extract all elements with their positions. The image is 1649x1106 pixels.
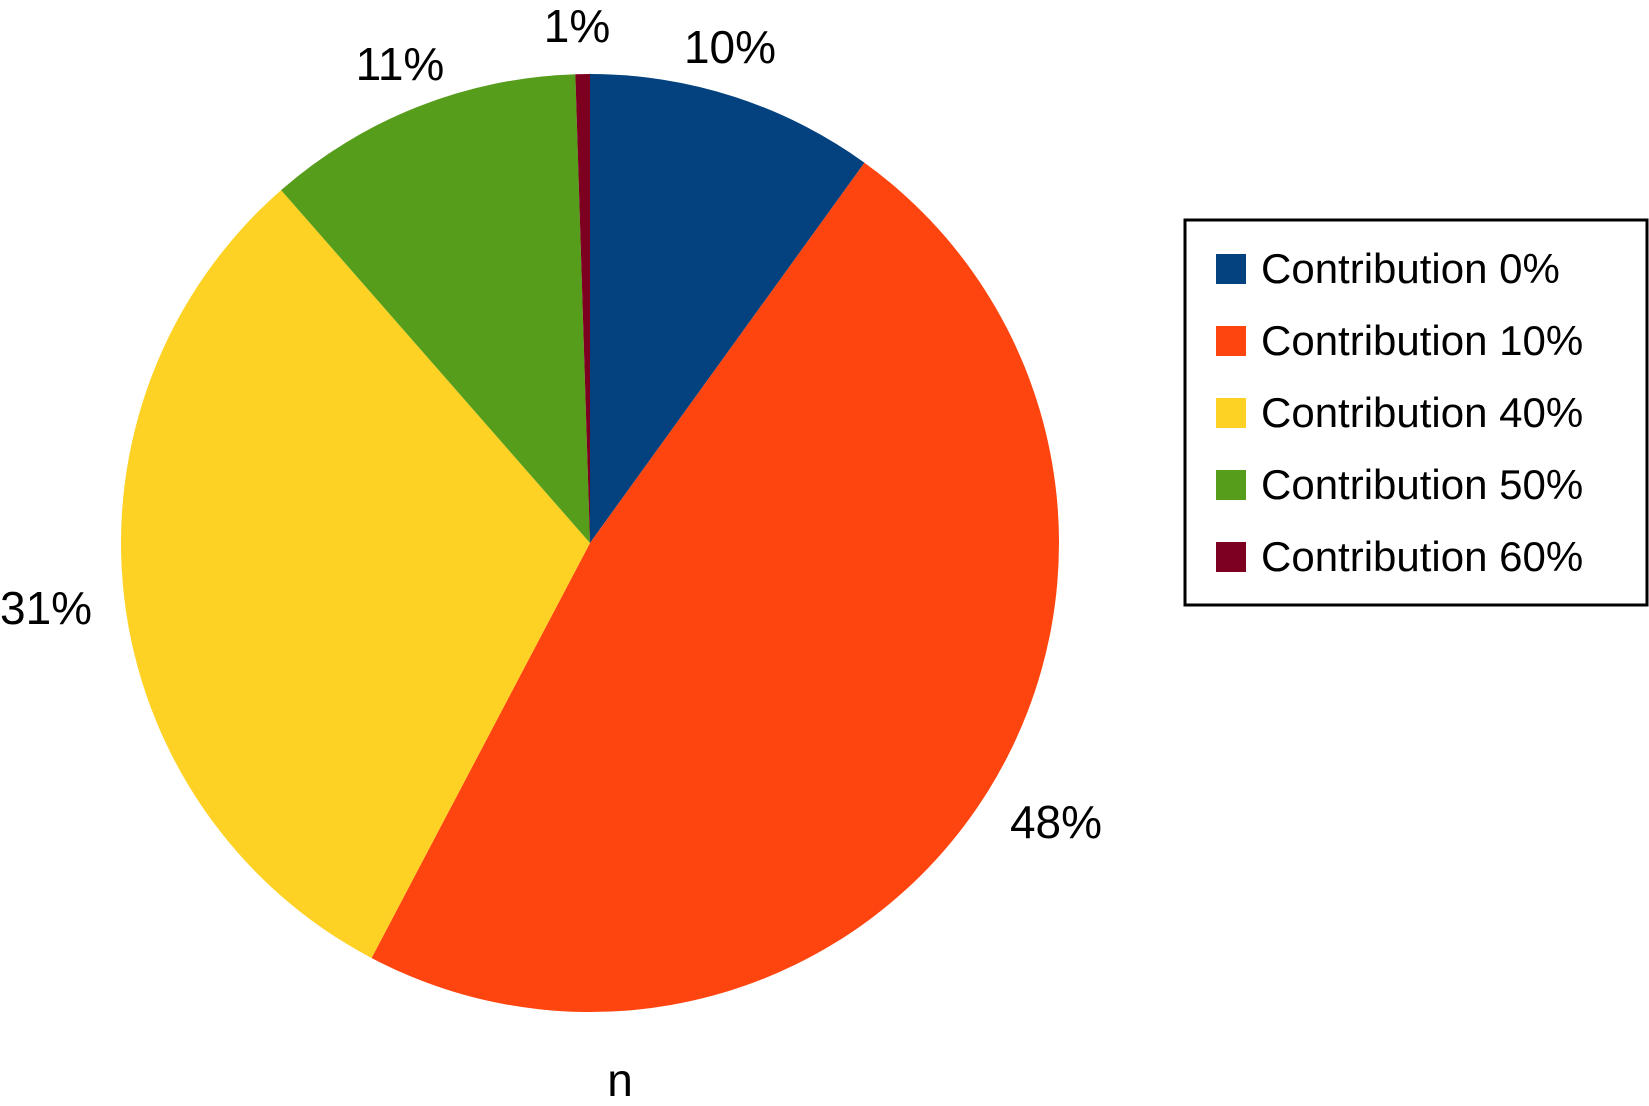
pie-slices — [121, 74, 1059, 1013]
slice-label: 48% — [1010, 796, 1102, 848]
legend-label: Contribution 40% — [1261, 389, 1583, 436]
legend-items: Contribution 0% Contribution 10% Contribut… — [1216, 245, 1583, 580]
pie-slice-labels: 10% 48% 31% 11% 1% — [0, 0, 1102, 848]
pie-slice — [121, 190, 590, 959]
slice-label: 1% — [544, 0, 610, 52]
legend-label: Contribution 60% — [1261, 533, 1583, 580]
legend-label: Contribution 0% — [1261, 245, 1560, 292]
pie-slice — [371, 162, 1059, 1013]
pie-slice — [281, 74, 590, 543]
pie-slice — [590, 74, 865, 543]
slice-label: 11% — [356, 38, 445, 90]
legend-swatch — [1216, 254, 1246, 284]
slice-label: 31% — [0, 582, 92, 634]
legend-swatch — [1216, 470, 1246, 500]
x-axis-label: n — [607, 1054, 633, 1106]
legend-label: Contribution 10% — [1261, 317, 1583, 364]
slice-label: 10% — [684, 21, 776, 73]
legend-label: Contribution 50% — [1261, 461, 1583, 508]
legend-swatch — [1216, 542, 1246, 572]
legend: Contribution 0% Contribution 10% Contribut… — [1183, 218, 1649, 607]
legend-swatch — [1216, 398, 1246, 428]
pie-slice — [575, 74, 590, 543]
legend-swatch — [1216, 326, 1246, 356]
legend-box — [1183, 218, 1649, 607]
